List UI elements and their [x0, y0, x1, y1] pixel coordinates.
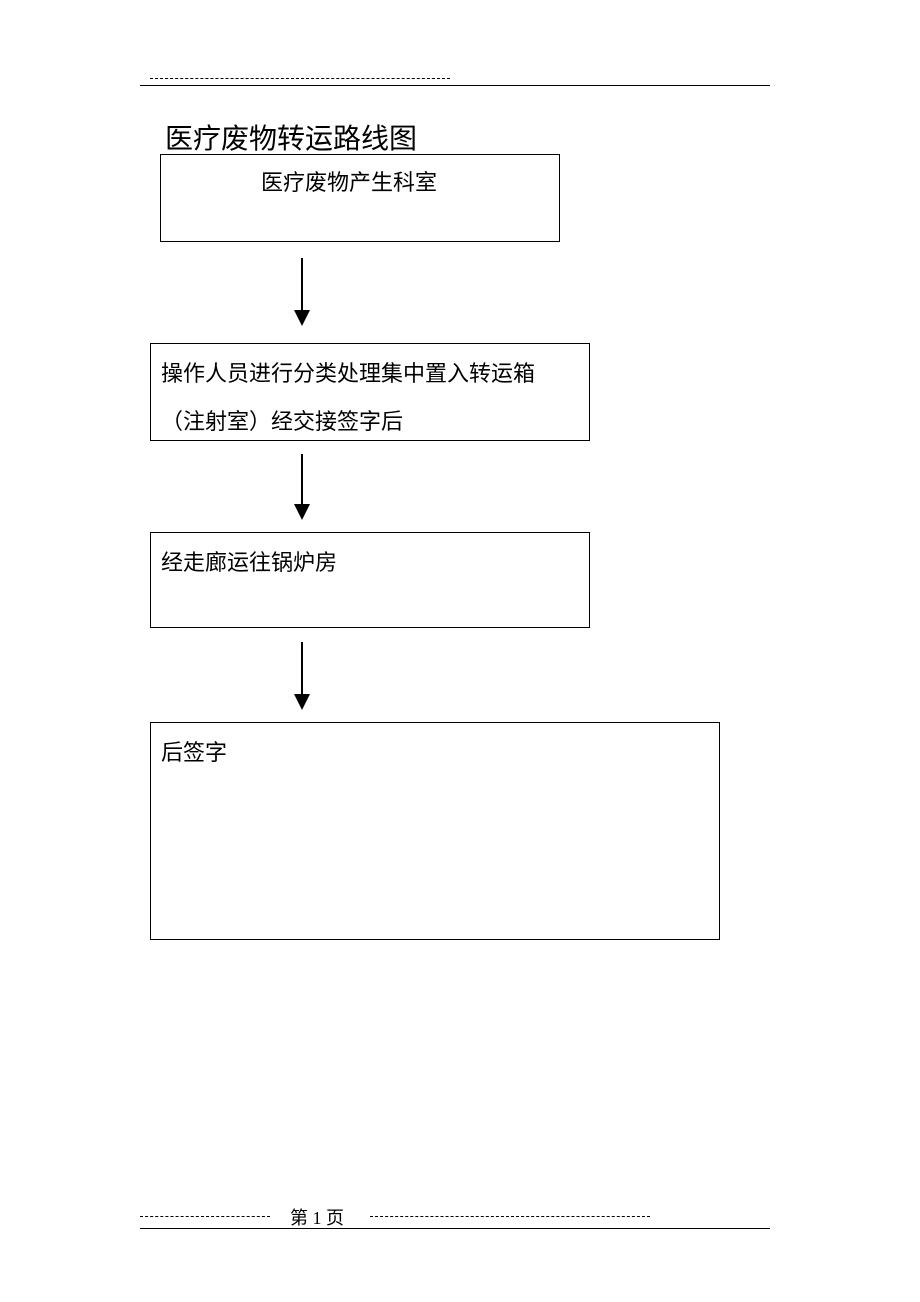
footer-dash-left	[140, 1216, 270, 1217]
arrow-down-icon	[290, 452, 314, 522]
flow-box-1: 医疗废物产生科室	[160, 154, 560, 242]
footer-solid-rule	[140, 1228, 770, 1229]
page-number: 第 1 页	[290, 1204, 344, 1230]
header-dashed-rule	[150, 78, 450, 79]
arrow-down-icon	[290, 256, 314, 328]
diagram-title: 医疗废物转运路线图	[165, 117, 417, 157]
flow-box-3-text: 经走廊运往锅炉房	[161, 545, 337, 577]
flow-box-2-text-line1: 操作人员进行分类处理集中置入转运箱	[161, 356, 535, 388]
flow-box-2-text-line2: （注射室）经交接签字后	[161, 404, 403, 436]
header-solid-rule	[140, 85, 770, 86]
flow-box-2: 操作人员进行分类处理集中置入转运箱 （注射室）经交接签字后	[150, 343, 590, 441]
footer-dash-right	[370, 1216, 650, 1217]
flow-box-1-text: 医疗废物产生科室	[261, 165, 437, 197]
flow-box-4: 后签字	[150, 722, 720, 940]
flow-box-3: 经走廊运往锅炉房	[150, 532, 590, 628]
arrow-down-icon	[290, 640, 314, 712]
flow-box-4-text: 后签字	[161, 735, 227, 767]
